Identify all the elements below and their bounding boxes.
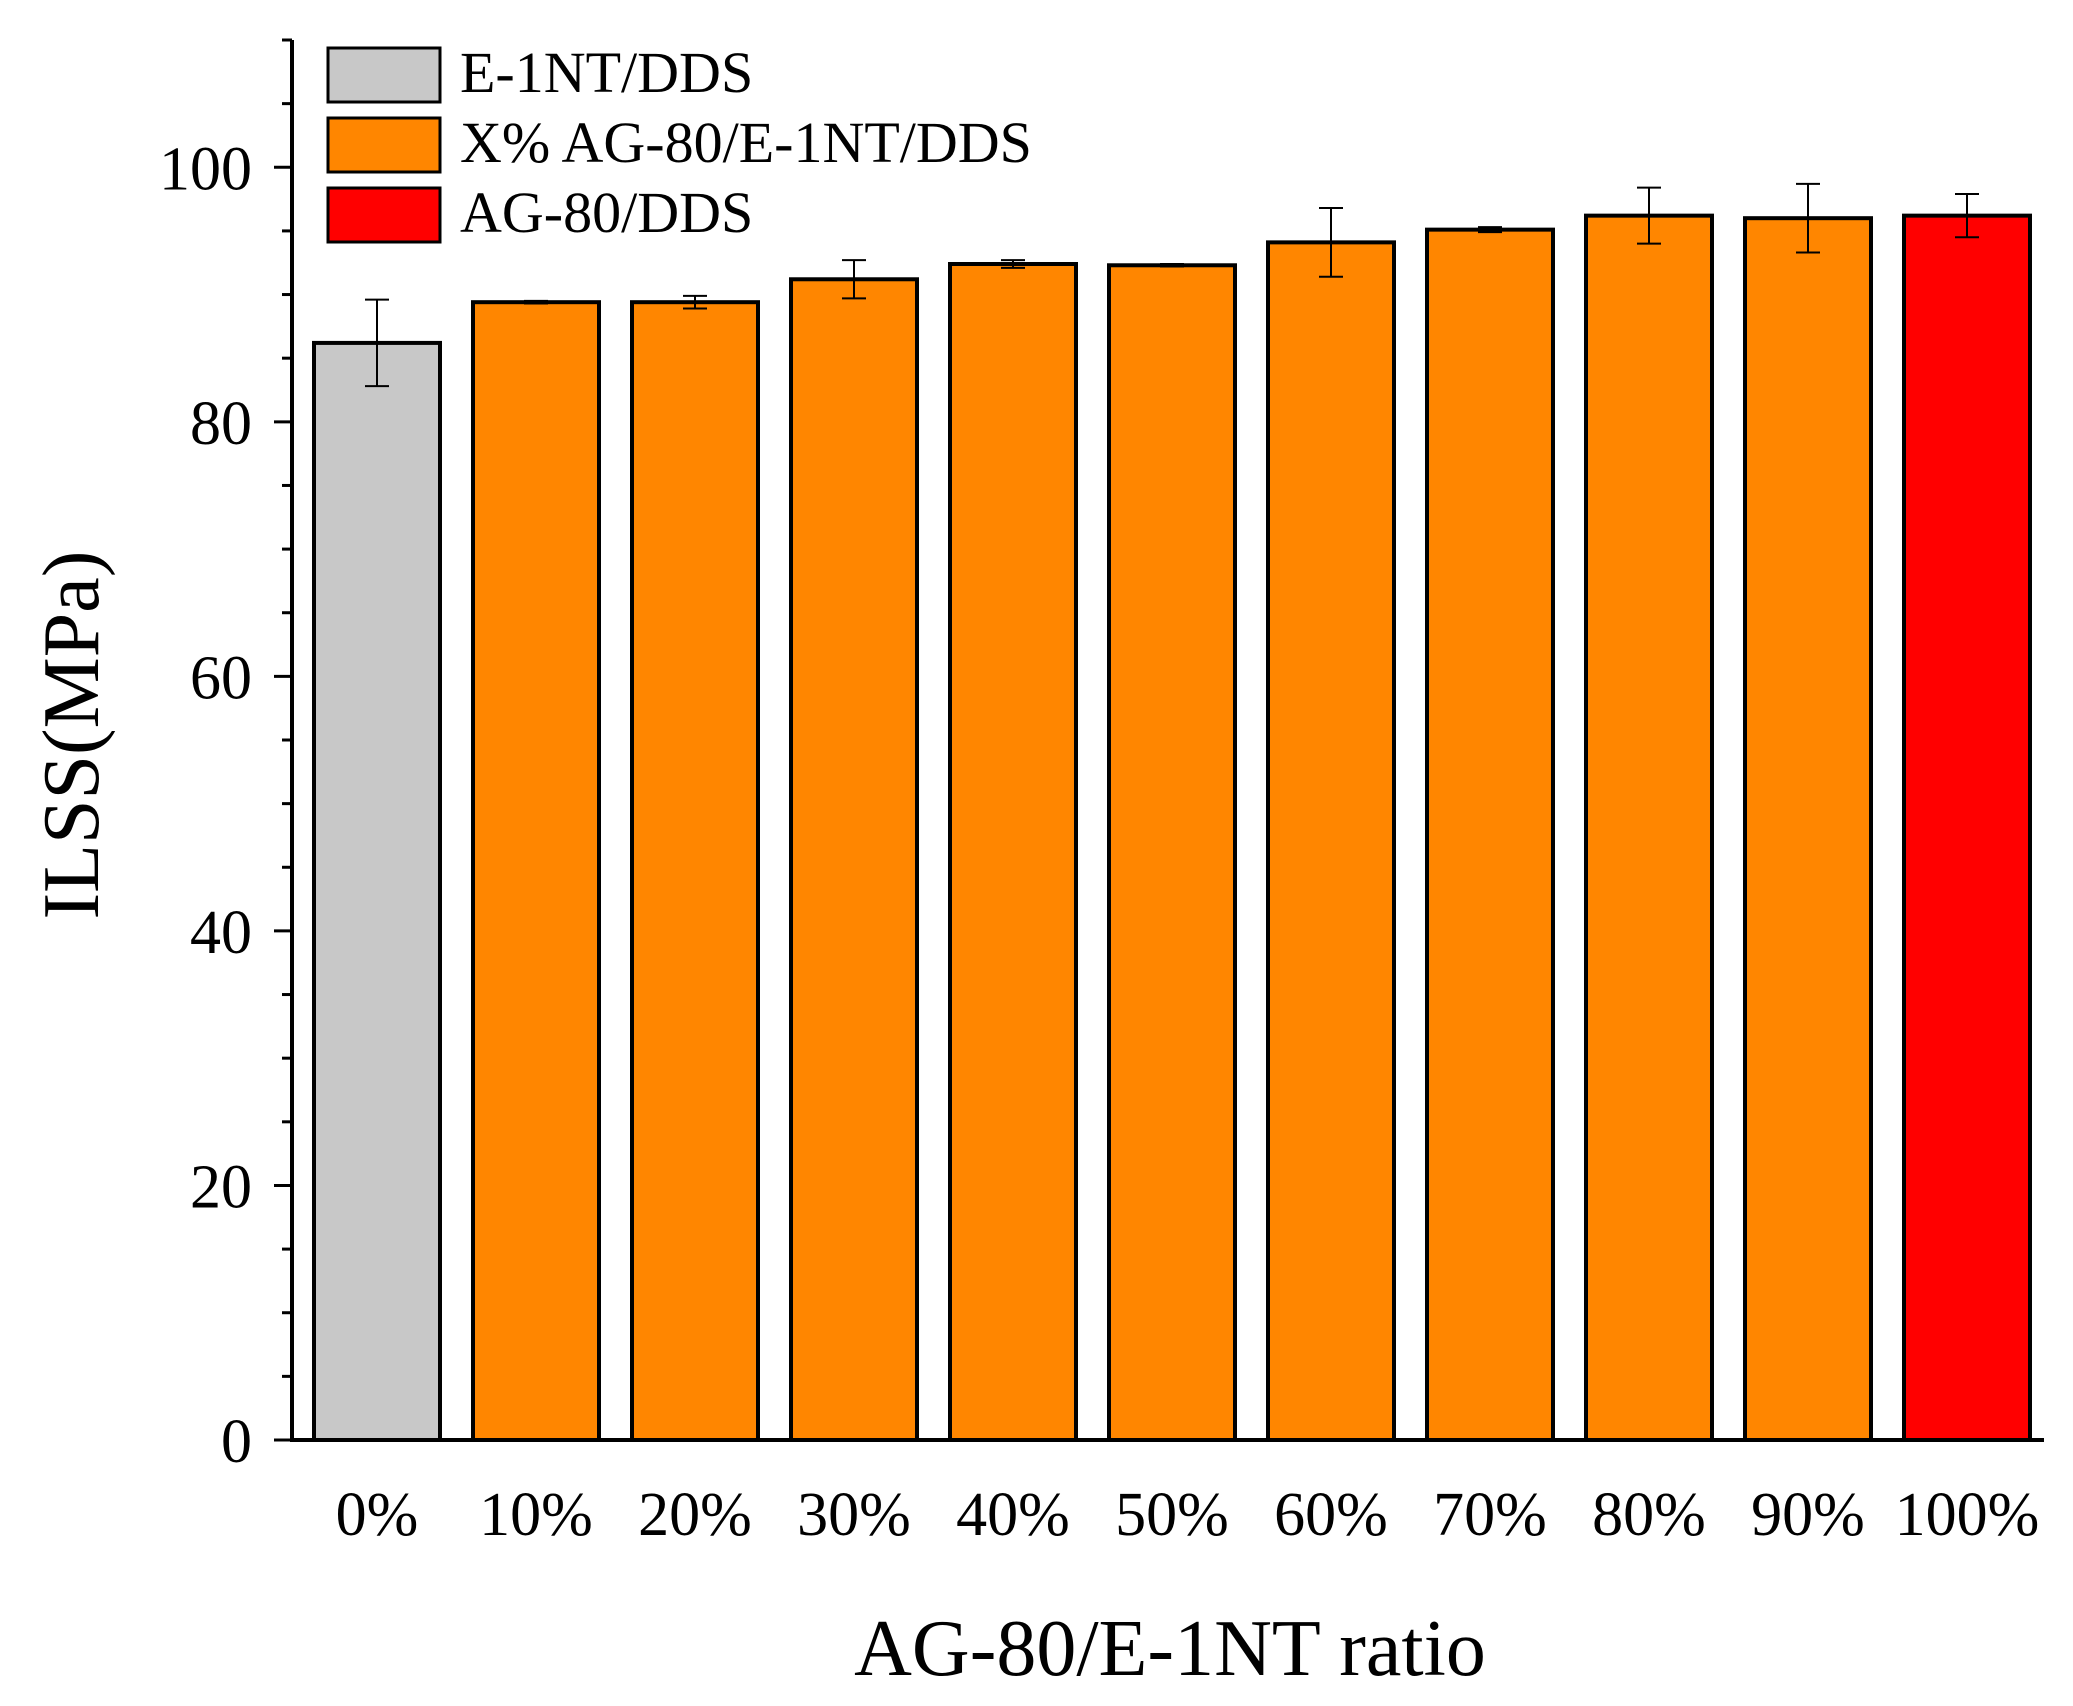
bars-layer — [312, 213, 2032, 1443]
legend-item-2: X% AG-80/E-1NT/DDS — [326, 110, 1032, 175]
error-bar-50pct — [1160, 263, 1184, 268]
error-bar-40pct — [1001, 259, 1025, 269]
x-tick-label: 90% — [1751, 1481, 1865, 1549]
bar-80pct — [1584, 213, 1714, 1443]
legend-item-3: AG-80/DDS — [326, 180, 753, 245]
x-tick-label: 10% — [479, 1481, 593, 1549]
x-tick-label: 80% — [1592, 1481, 1706, 1549]
y-tick-label: 0 — [221, 1408, 252, 1476]
x-tick-label: 20% — [638, 1481, 752, 1549]
error-bar-70pct — [1478, 226, 1502, 234]
legend-label: AG-80/DDS — [460, 180, 753, 245]
bar-90pct — [1743, 216, 1873, 1443]
bar-20pct — [630, 300, 760, 1443]
legend-label: X% AG-80/E-1NT/DDS — [460, 110, 1032, 175]
y-tick-label: 20 — [190, 1153, 252, 1221]
x-tick-label: 0% — [336, 1481, 419, 1549]
error-bar-90pct — [1796, 182, 1820, 254]
bar-40pct — [948, 262, 1078, 1442]
legend-label: E-1NT/DDS — [460, 40, 753, 105]
bar-0pct — [312, 340, 442, 1443]
legend-item-1: E-1NT/DDS — [326, 40, 753, 105]
legend-swatch — [326, 186, 442, 244]
y-tick-label: 40 — [190, 899, 252, 967]
y-axis-title: ILSS(MPa) — [28, 551, 116, 920]
x-tick-label: 30% — [797, 1481, 911, 1549]
error-bar-30pct — [842, 259, 866, 300]
error-bar-80pct — [1637, 186, 1661, 245]
error-bar-20pct — [683, 294, 707, 310]
legend-swatch — [326, 46, 442, 104]
error-bar-0pct — [365, 298, 389, 388]
error-bars-layer — [365, 182, 1979, 388]
y-tick-label: 80 — [190, 390, 252, 458]
x-tick-label: 60% — [1274, 1481, 1388, 1549]
bar-70pct — [1425, 227, 1555, 1443]
x-tick-label: 40% — [956, 1481, 1070, 1549]
x-tick-label: 50% — [1115, 1481, 1229, 1549]
x-tick-label: 100% — [1895, 1481, 2040, 1549]
legend-swatch — [326, 116, 442, 174]
error-bar-10pct — [524, 299, 548, 305]
bar-100pct — [1902, 213, 2032, 1443]
error-bar-100pct — [1955, 193, 1979, 239]
x-category-labels: 0% 10% 20% 30% 40% 50% 60% 70% 80% 90% 100% — [336, 1481, 2040, 1549]
y-tick-label: 100 — [159, 135, 252, 203]
x-tick-label: 70% — [1433, 1481, 1547, 1549]
bar-50pct — [1107, 263, 1237, 1443]
y-ticks-layer: 0 20 40 60 80 100 — [159, 38, 292, 1476]
y-tick-label: 60 — [190, 644, 252, 712]
error-bar-60pct — [1319, 207, 1343, 278]
bar-60pct — [1266, 240, 1396, 1442]
x-axis-title: AG-80/E-1NT ratio — [854, 1605, 1486, 1693]
bar-10pct — [471, 300, 601, 1443]
bar-30pct — [789, 277, 919, 1443]
